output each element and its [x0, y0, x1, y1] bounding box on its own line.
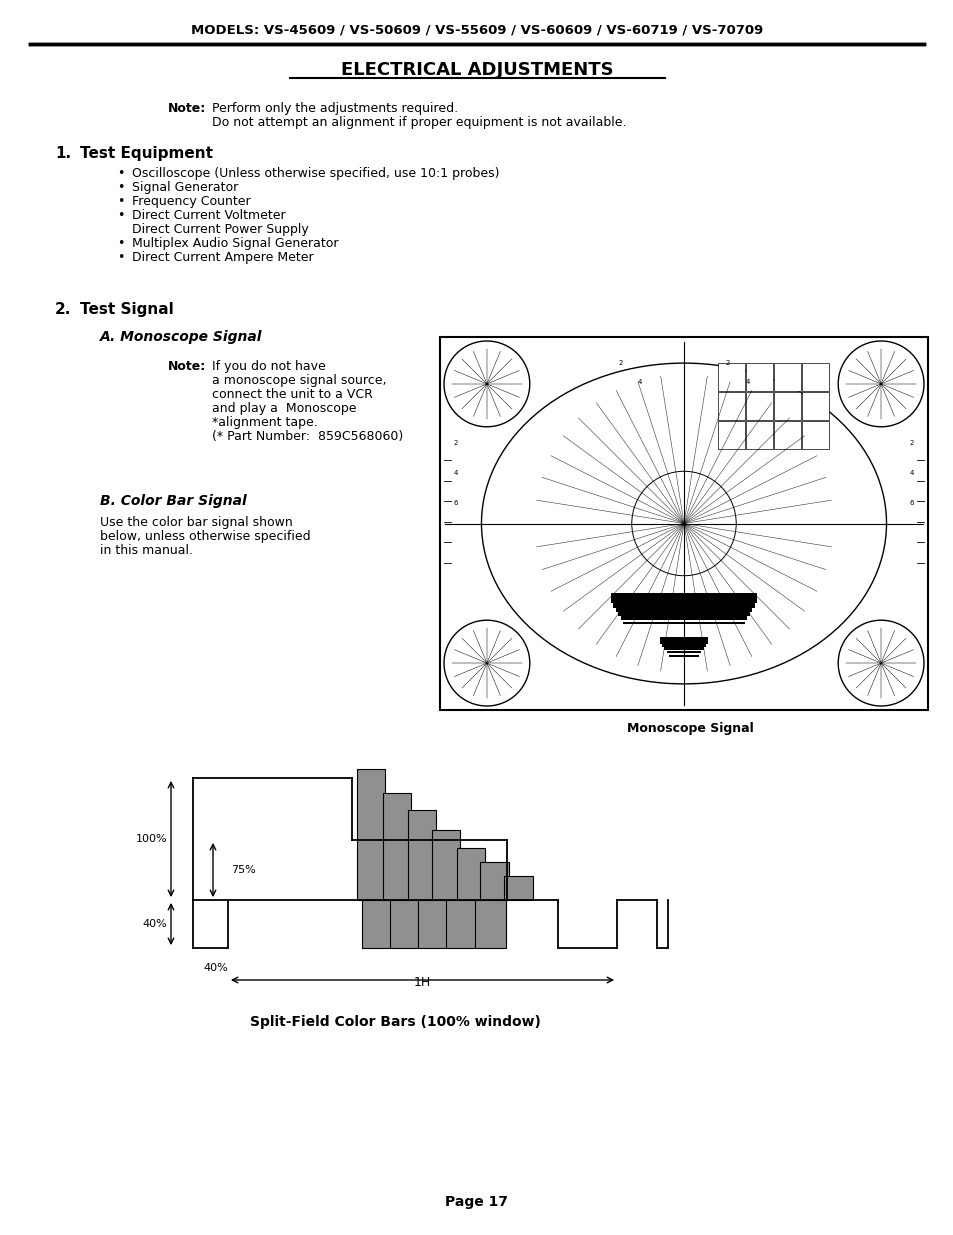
Text: 2: 2: [618, 361, 622, 366]
Circle shape: [838, 341, 923, 427]
Text: 4: 4: [454, 471, 457, 477]
Bar: [479, 862, 509, 900]
Bar: [664, 646, 702, 650]
Bar: [773, 391, 800, 420]
Text: 75%: 75%: [231, 864, 255, 876]
Text: Direct Current Ampere Meter: Direct Current Ampere Meter: [132, 251, 314, 264]
Text: 4: 4: [744, 379, 749, 385]
Text: If you do not have: If you do not have: [212, 359, 325, 373]
Text: connect the unit to a VCR: connect the unit to a VCR: [212, 388, 373, 401]
Text: 40%: 40%: [142, 919, 167, 929]
Text: 2: 2: [908, 441, 913, 446]
Bar: [408, 810, 436, 900]
Bar: [801, 421, 827, 450]
Circle shape: [838, 620, 923, 706]
Circle shape: [631, 472, 736, 576]
Bar: [622, 622, 744, 624]
Text: Oscilloscope (Unless otherwise specified, use 10:1 probes): Oscilloscope (Unless otherwise specified…: [132, 167, 499, 180]
Text: (* Part Number:  859C568060): (* Part Number: 859C568060): [212, 430, 403, 443]
Text: 2: 2: [454, 441, 457, 446]
Text: Note:: Note:: [168, 359, 206, 373]
Text: Monoscope Signal: Monoscope Signal: [626, 722, 753, 735]
Text: •: •: [117, 251, 124, 264]
Bar: [613, 599, 754, 608]
Bar: [618, 610, 749, 616]
Bar: [356, 769, 385, 900]
Bar: [666, 651, 700, 653]
Bar: [456, 848, 484, 900]
Bar: [382, 793, 411, 900]
Text: 6: 6: [454, 500, 458, 506]
Circle shape: [443, 620, 529, 706]
Text: in this manual.: in this manual.: [100, 543, 193, 557]
Text: 100%: 100%: [135, 834, 167, 844]
Circle shape: [676, 515, 691, 531]
Text: 2.: 2.: [55, 303, 71, 317]
Text: Signal Generator: Signal Generator: [132, 182, 238, 194]
Text: •: •: [117, 195, 124, 207]
Bar: [745, 363, 772, 391]
Bar: [432, 830, 459, 900]
Text: a monoscope signal source,: a monoscope signal source,: [212, 374, 386, 387]
Bar: [661, 641, 705, 647]
Text: Direct Current Voltmeter: Direct Current Voltmeter: [132, 209, 285, 222]
Text: ELECTRICAL ADJUSTMENTS: ELECTRICAL ADJUSTMENTS: [340, 61, 613, 79]
Text: Multiplex Audio Signal Generator: Multiplex Audio Signal Generator: [132, 237, 338, 249]
Text: 1H: 1H: [413, 976, 430, 988]
Text: Split-Field Color Bars (100% window): Split-Field Color Bars (100% window): [250, 1015, 539, 1029]
Text: and play a  Monoscope: and play a Monoscope: [212, 403, 356, 415]
Text: 2: 2: [725, 361, 729, 366]
Text: Page 17: Page 17: [445, 1195, 508, 1209]
Text: *alignment tape.: *alignment tape.: [212, 416, 317, 429]
Text: Test Equipment: Test Equipment: [80, 146, 213, 161]
Text: A. Monoscope Signal: A. Monoscope Signal: [100, 330, 262, 345]
Circle shape: [443, 341, 529, 427]
Bar: [390, 900, 419, 948]
Bar: [659, 636, 708, 643]
Bar: [619, 616, 746, 620]
Bar: [669, 656, 698, 657]
Bar: [446, 900, 476, 948]
Text: 40%: 40%: [203, 963, 228, 973]
Text: Direct Current Power Supply: Direct Current Power Supply: [132, 224, 309, 236]
Text: Perform only the adjustments required.: Perform only the adjustments required.: [212, 103, 457, 115]
Text: •: •: [117, 237, 124, 249]
Bar: [773, 421, 800, 450]
Bar: [615, 604, 752, 611]
Text: •: •: [117, 209, 124, 222]
Text: Test Signal: Test Signal: [80, 303, 173, 317]
Bar: [718, 391, 744, 420]
Bar: [745, 391, 772, 420]
Bar: [718, 421, 744, 450]
Text: Note:: Note:: [168, 103, 206, 115]
Text: 6: 6: [908, 500, 913, 506]
Bar: [718, 363, 744, 391]
Text: Frequency Counter: Frequency Counter: [132, 195, 251, 207]
Text: B. Color Bar Signal: B. Color Bar Signal: [100, 494, 247, 508]
Text: 4: 4: [908, 471, 913, 477]
Bar: [801, 391, 827, 420]
Text: •: •: [117, 167, 124, 180]
Bar: [417, 900, 448, 948]
Bar: [439, 337, 927, 710]
Text: MODELS: VS-45609 / VS-50609 / VS-55609 / VS-60609 / VS-60719 / VS-70709: MODELS: VS-45609 / VS-50609 / VS-55609 /…: [191, 23, 762, 37]
Text: 4: 4: [638, 379, 641, 385]
Text: •: •: [117, 182, 124, 194]
Bar: [361, 900, 392, 948]
Text: below, unless otherwise specified: below, unless otherwise specified: [100, 530, 311, 543]
Bar: [503, 876, 533, 900]
Text: 1.: 1.: [55, 146, 71, 161]
Bar: [773, 363, 800, 391]
Bar: [745, 421, 772, 450]
Bar: [475, 900, 505, 948]
Text: Use the color bar signal shown: Use the color bar signal shown: [100, 516, 293, 529]
Text: Do not attempt an alignment if proper equipment is not available.: Do not attempt an alignment if proper eq…: [212, 116, 626, 128]
Bar: [610, 593, 757, 604]
Bar: [801, 363, 827, 391]
Ellipse shape: [481, 363, 885, 684]
